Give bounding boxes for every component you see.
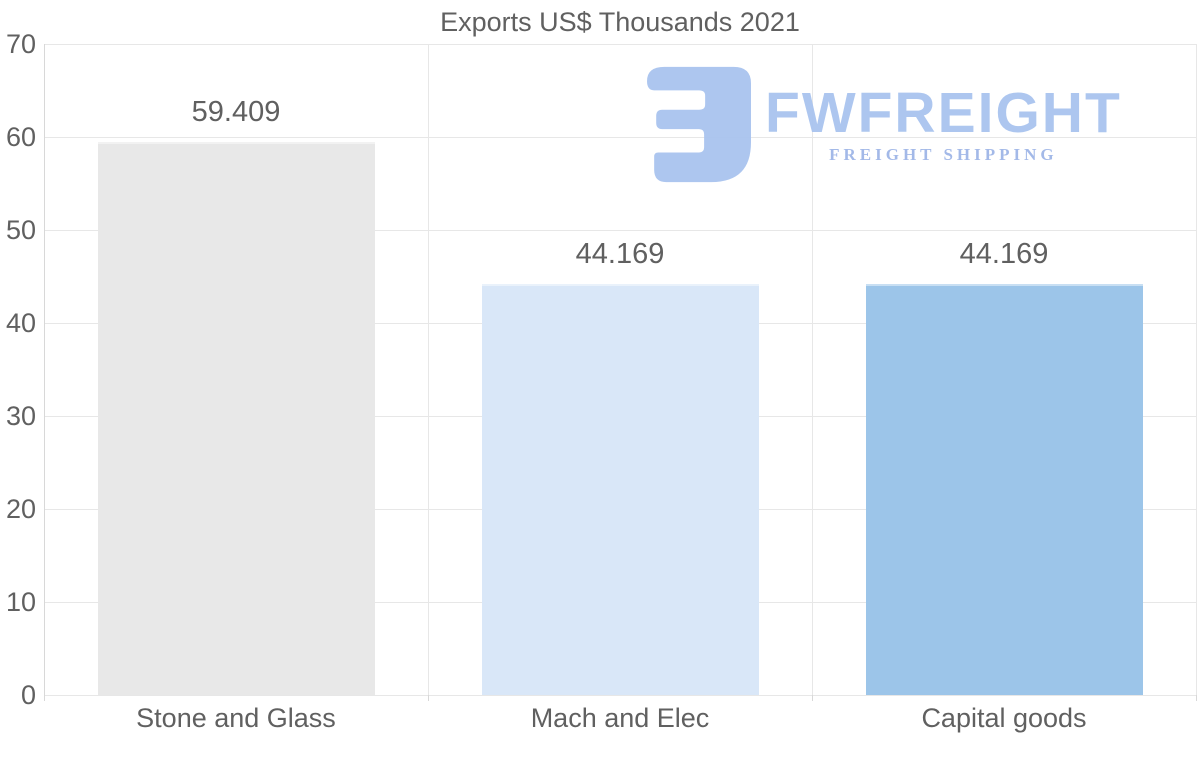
gridline-vertical [812,44,813,695]
y-axis-tick-label: 10 [5,587,36,617]
bar-value-label: 44.169 [959,238,1049,271]
watermark-text: FWFREIGHT FREIGHT SHIPPING [765,84,1122,166]
chart-title: Exports US$ Thousands 2021 [440,7,800,37]
gridline-horizontal [44,695,1196,696]
x-axis-tick [1196,695,1197,701]
freight-logo-icon [647,66,751,183]
x-axis-category-label: Capital goods [921,703,1087,733]
y-axis-tick-label: 50 [5,215,36,245]
gridline-vertical [428,44,429,695]
bar-value-label: 59.409 [191,96,281,129]
x-axis-category-label: Stone and Glass [136,703,336,733]
y-axis-tick-label: 70 [5,29,36,59]
x-axis-tick [812,695,813,701]
gridline-vertical [1196,44,1197,695]
watermark-brand-name: FWFREIGHT [765,80,1122,145]
gridline-horizontal [44,230,1196,231]
gridline-horizontal [44,137,1196,138]
fwfreight-watermark: FWFREIGHT FREIGHT SHIPPING [646,66,1122,183]
gridline-horizontal [44,44,1196,45]
x-axis-category-label: Mach and Elec [530,703,710,733]
y-axis-tick-label: 60 [5,122,36,152]
y-axis-tick-label: 30 [5,401,36,431]
y-axis-tick-label: 0 [20,680,36,710]
bar-value-label: 44.169 [575,238,665,271]
bar-stone-and-glass [97,142,375,695]
y-axis-line [44,44,45,701]
y-axis-tick-label: 20 [5,494,36,524]
bar-mach-and-elec [481,284,759,695]
watermark-tagline: FREIGHT SHIPPING [829,144,1058,164]
x-axis-tick [428,695,429,701]
bar-capital-goods [865,284,1143,695]
y-axis-tick-label: 40 [5,308,36,338]
